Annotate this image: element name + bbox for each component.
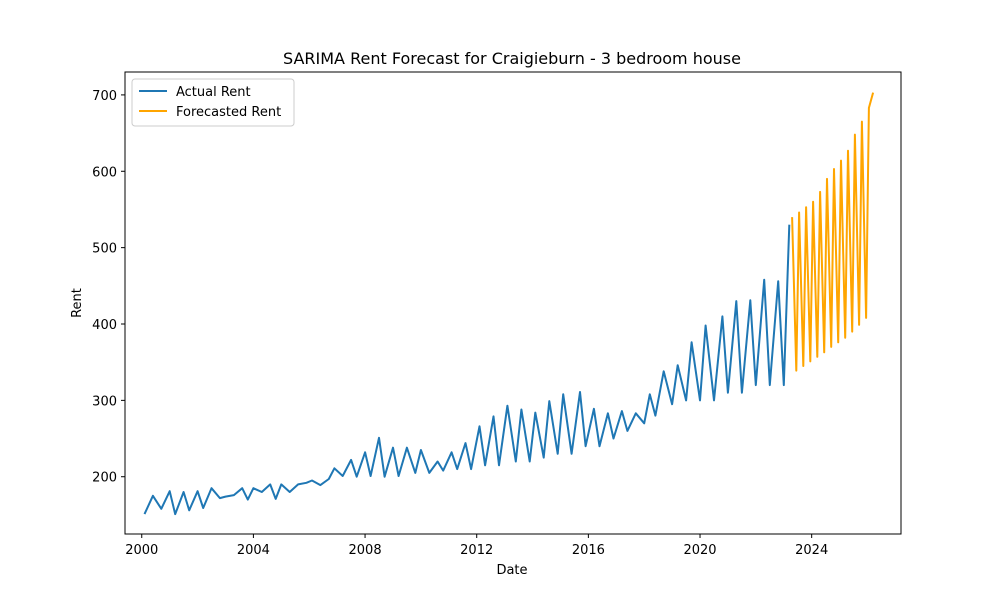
x-tick-label: 2004 [237, 543, 270, 558]
y-tick-label: 200 [92, 471, 117, 486]
x-tick-label: 2024 [795, 543, 828, 558]
y-tick-label: 400 [92, 318, 117, 333]
x-tick-label: 2012 [460, 543, 493, 558]
x-tick-label: 2000 [125, 543, 158, 558]
y-tick-label: 500 [92, 242, 117, 257]
x-tick-label: 2016 [572, 543, 605, 558]
legend-label-actual: Actual Rent [176, 85, 251, 100]
y-tick-label: 300 [92, 394, 117, 409]
legend-box [131, 78, 295, 127]
legend: Actual Rent Forecasted Rent [131, 78, 295, 127]
y-axis-ticks: 200 300 400 500 600 700 [92, 89, 125, 486]
x-axis-label: Date [496, 563, 527, 578]
legend-label-forecast: Forecasted Rent [176, 105, 281, 120]
forecasted-rent-line [791, 92, 875, 372]
y-tick-label: 600 [92, 165, 117, 180]
plot-frame [124, 71, 902, 535]
y-axis-label: Rent [70, 288, 85, 318]
actual-rent-line [143, 224, 791, 516]
y-tick-label: 700 [92, 89, 117, 104]
chart-title: SARIMA Rent Forecast for Craigieburn - 3… [283, 49, 741, 68]
series-group [143, 92, 875, 516]
x-tick-label: 2008 [349, 543, 382, 558]
x-tick-label: 2020 [683, 543, 716, 558]
x-axis-ticks: 2000 2004 2008 2012 2016 2020 2024 [125, 534, 828, 558]
